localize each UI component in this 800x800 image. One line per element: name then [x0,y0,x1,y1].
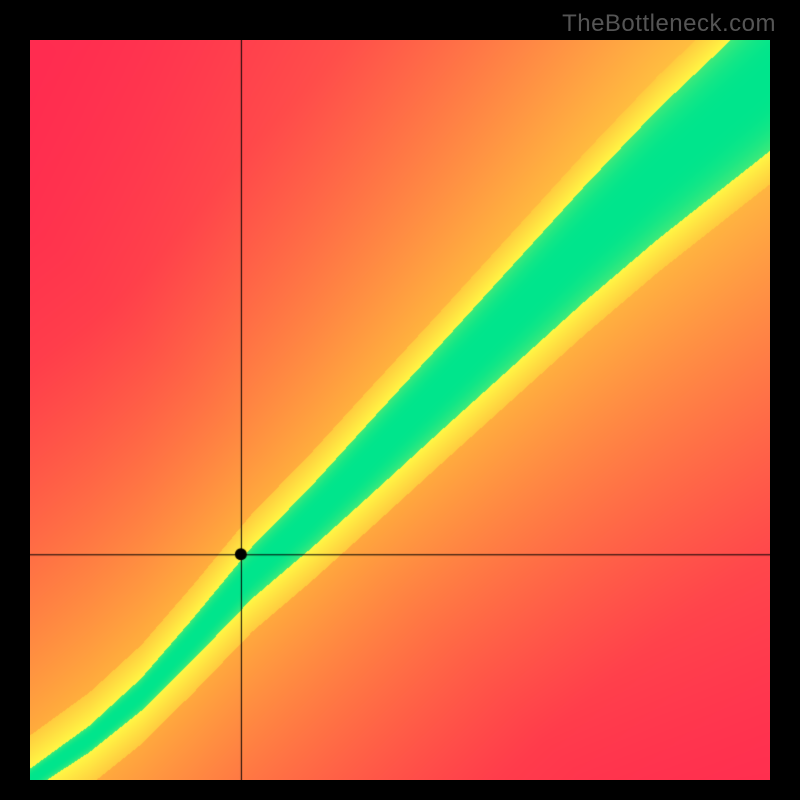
watermark-text: TheBottleneck.com [562,10,776,38]
bottleneck-heatmap [30,40,770,780]
chart-container: { "watermark": { "text": "TheBottleneck.… [0,0,800,800]
